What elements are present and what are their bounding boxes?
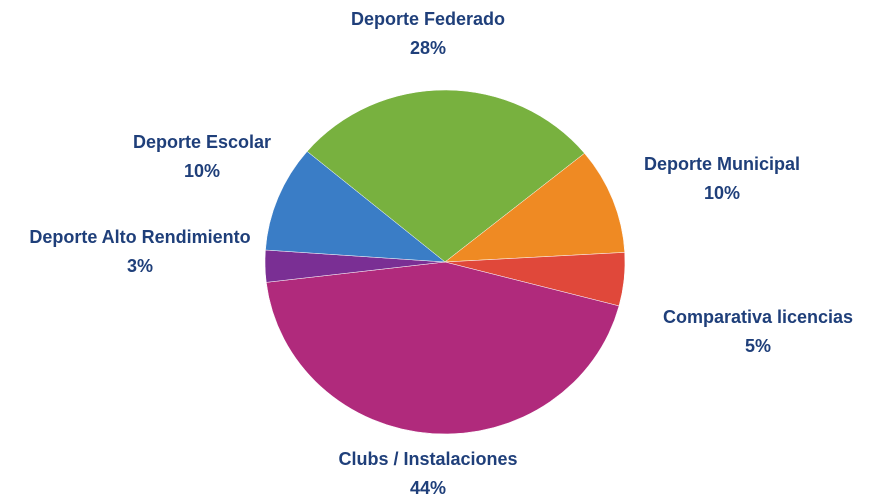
pie-slice [265,261,620,435]
slice-label: Deporte Alto Rendimiento [29,227,250,247]
slice-label: Deporte Federado [351,9,505,29]
slice-label: Clubs / Instalaciones [338,449,517,469]
slice-value-label: 10% [184,161,220,181]
slice-label: Deporte Escolar [133,132,271,152]
slice-value-label: 28% [410,38,446,58]
slice-value-label: 10% [704,183,740,203]
pie-slice [306,89,585,263]
slice-value-label: 3% [127,256,153,276]
pie-slice [265,151,446,263]
slice-label: Deporte Municipal [644,154,800,174]
slice-value-label: 5% [745,336,771,356]
slice-value-label: 44% [410,478,446,498]
pie-slice [444,152,625,263]
slice-label: Comparativa licencias [663,307,853,327]
